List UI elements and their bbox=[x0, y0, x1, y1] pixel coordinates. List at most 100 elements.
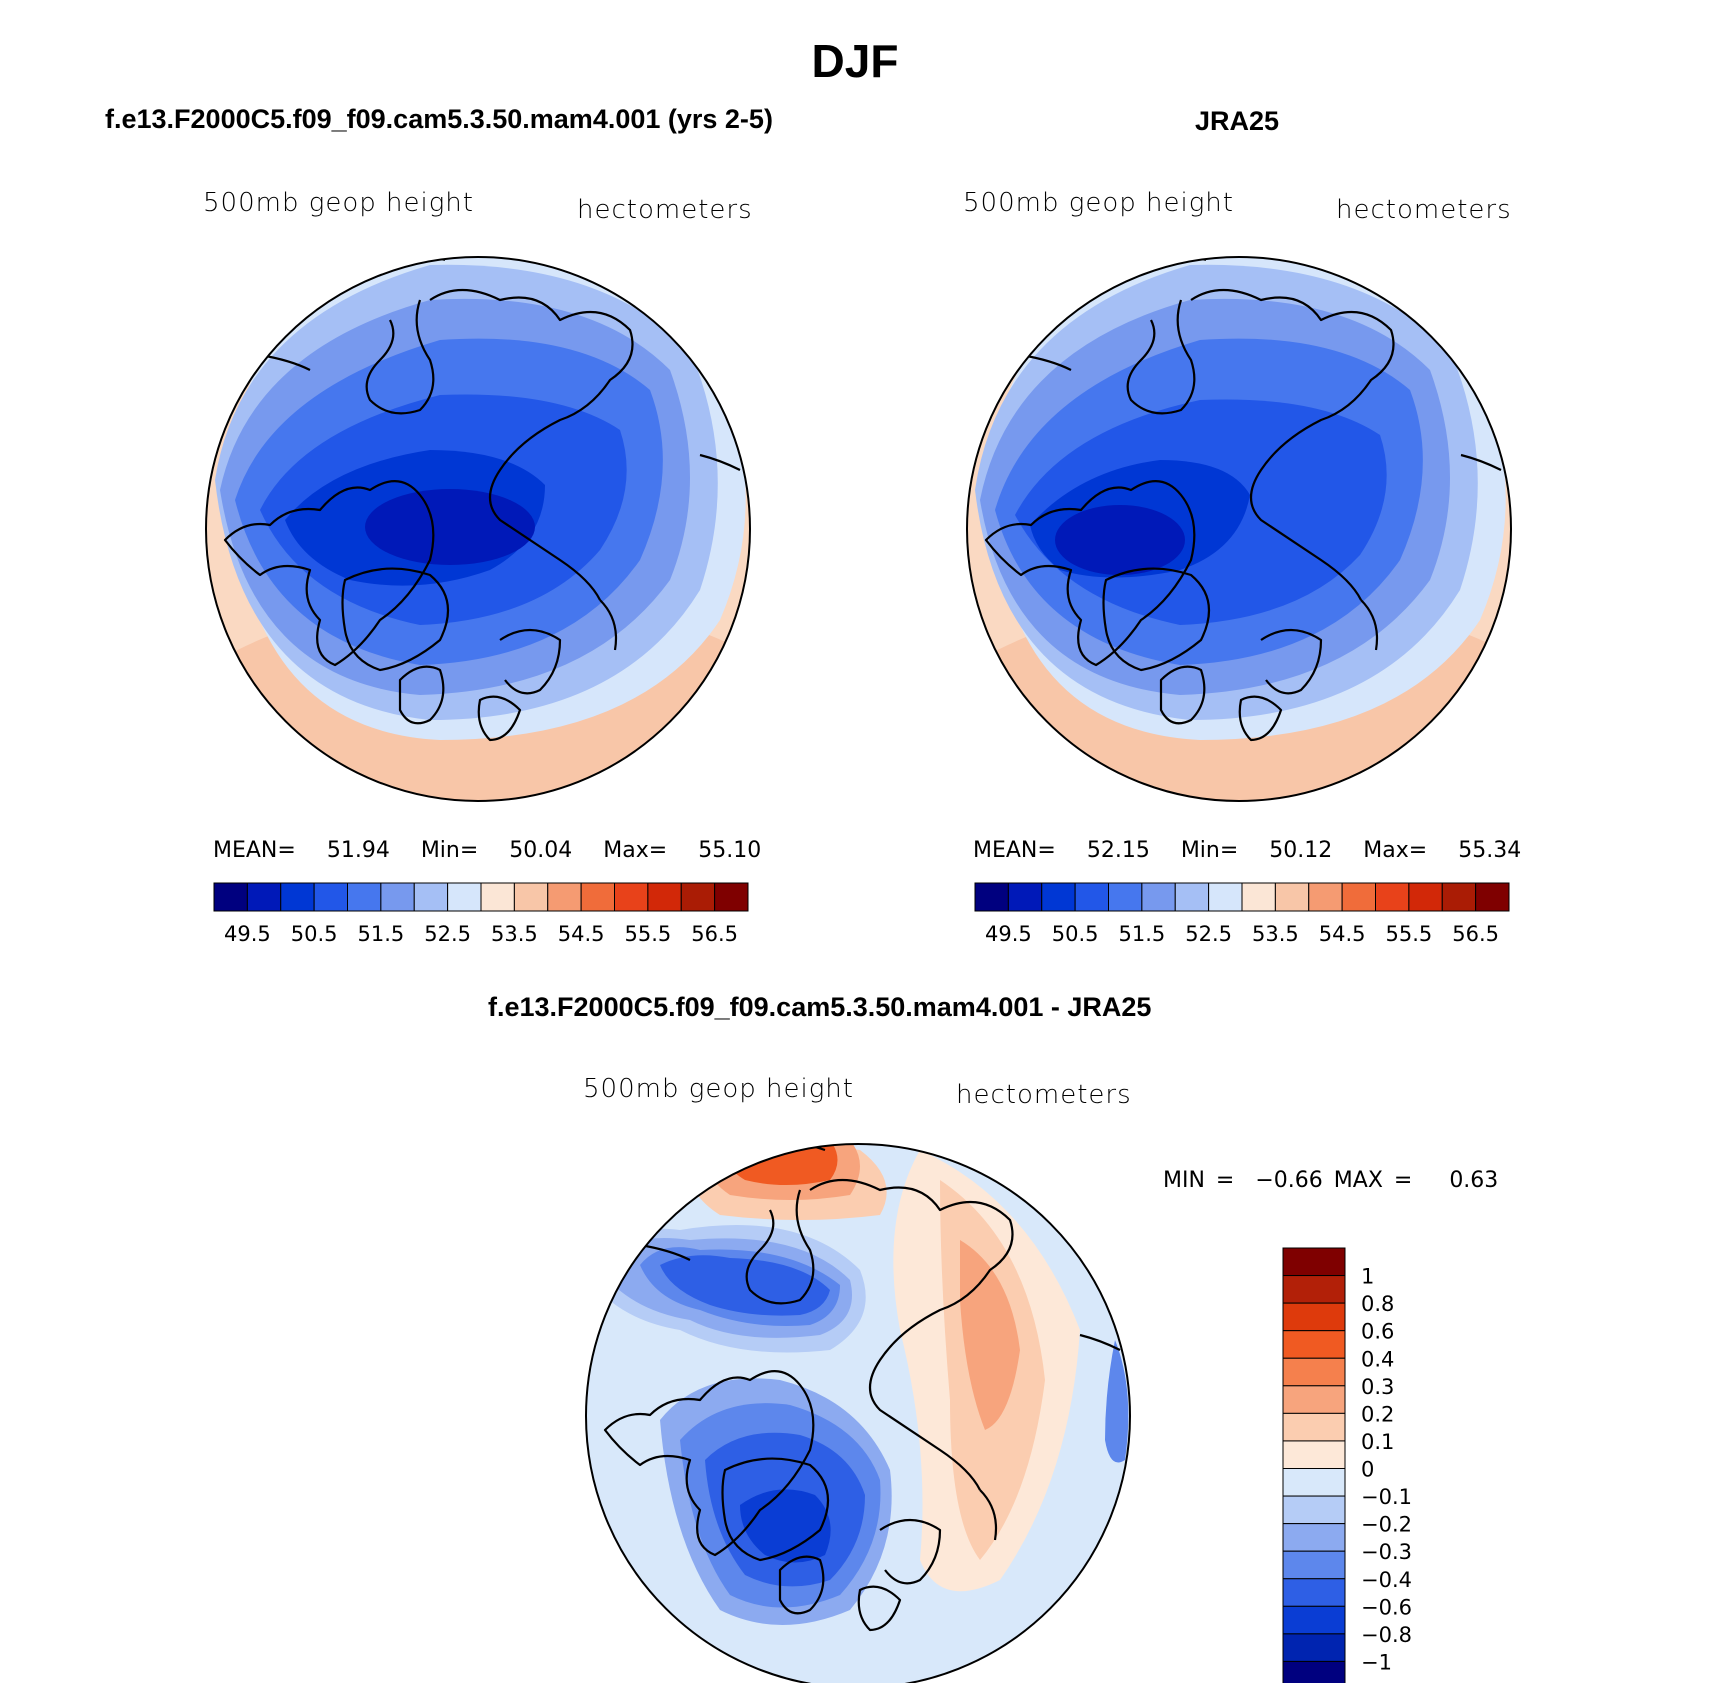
colorbar-diff-swatch bbox=[1282, 1578, 1346, 1607]
colorbar-jra25-tick-label: 54.5 bbox=[1319, 922, 1366, 946]
colorbar-model-tick-label: 53.5 bbox=[491, 922, 538, 946]
colorbar-jra25-swatch bbox=[1208, 882, 1243, 912]
colorbar-jra25-tick-label: 49.5 bbox=[985, 922, 1032, 946]
panel2-units-label: hectometers bbox=[1336, 195, 1512, 225]
figure-title: DJF bbox=[811, 35, 899, 87]
colorbar-diff-swatch bbox=[1282, 1275, 1346, 1304]
colorbar-jra25-swatch bbox=[1108, 882, 1143, 912]
colorbar-jra25-swatch bbox=[1274, 882, 1310, 912]
colorbar-diff-tick-label: −0.1 bbox=[1361, 1485, 1412, 1509]
colorbar-diff-swatch bbox=[1282, 1633, 1346, 1662]
colorbar-model-swatch bbox=[380, 882, 415, 912]
map2-field bbox=[967, 257, 1511, 801]
colorbar-model-tick-label: 55.5 bbox=[624, 922, 671, 946]
colorbar-jra25-tick-label: 50.5 bbox=[1052, 922, 1099, 946]
colorbar-diff-swatch bbox=[1282, 1385, 1346, 1414]
colorbar-jra25-swatch bbox=[1341, 882, 1376, 912]
colorbar-model-swatch bbox=[313, 882, 348, 912]
colorbar-diff-swatch bbox=[1282, 1330, 1346, 1359]
panel2-mean-label: MEAN= bbox=[973, 838, 1056, 863]
colorbar-model-swatch bbox=[447, 882, 482, 912]
colorbar-jra25-swatch bbox=[1241, 882, 1276, 912]
colorbar-diff-tick-label: 0.8 bbox=[1361, 1292, 1394, 1316]
map2-border bbox=[966, 256, 1512, 802]
diff-max-label: MAX = bbox=[1333, 1168, 1413, 1193]
colorbar-jra25-swatch bbox=[1375, 882, 1410, 912]
panel2-max-label: Max= bbox=[1363, 838, 1428, 863]
colorbar-model-swatch bbox=[547, 882, 582, 912]
colorbar-jra25-swatch bbox=[1141, 882, 1176, 912]
colorbar-jra25-swatch bbox=[1007, 882, 1043, 912]
map1-border bbox=[205, 256, 751, 802]
colorbar-model-swatch bbox=[246, 882, 282, 912]
colorbar-jra25-swatch bbox=[1308, 882, 1343, 912]
map3-coastlines bbox=[603, 1144, 1121, 1632]
colorbar-model-swatch bbox=[213, 882, 248, 912]
colorbar-model-swatch bbox=[280, 882, 315, 912]
panel1-stats: MEAN= 51.94 Min= 50.04 Max= 55.10 bbox=[213, 838, 761, 863]
colorbar-diff-tick-label: −0.8 bbox=[1361, 1623, 1412, 1647]
colorbar-model-swatch bbox=[647, 882, 682, 912]
colorbar-diff-tick-label: 0.4 bbox=[1361, 1347, 1394, 1371]
colorbar-jra25-tick-label: 51.5 bbox=[1118, 922, 1165, 946]
colorbar-diff-tick-label: 1 bbox=[1361, 1265, 1374, 1289]
colorbar-model-tick-label: 51.5 bbox=[357, 922, 404, 946]
colorbar-diff-tick-label: −1 bbox=[1361, 1650, 1392, 1674]
colorbar-diff-tick-label: 0 bbox=[1361, 1458, 1374, 1482]
map3-field bbox=[586, 1144, 1130, 1683]
colorbar-diff-tick-label: −0.4 bbox=[1361, 1568, 1412, 1592]
colorbar-model-tick-label: 56.5 bbox=[691, 922, 738, 946]
colorbar-diff-tick-label: 0.3 bbox=[1361, 1375, 1394, 1399]
panel1-min-label: Min= bbox=[420, 838, 479, 863]
colorbar-model-swatch bbox=[580, 882, 615, 912]
colorbar-diff-tick-label: 0.2 bbox=[1361, 1402, 1394, 1426]
colorbar-diff-swatch bbox=[1282, 1495, 1346, 1525]
colorbar-model-swatch bbox=[714, 882, 749, 912]
colorbar-jra25-tick-label: 55.5 bbox=[1385, 922, 1432, 946]
colorbar-diff-tick-label: −0.2 bbox=[1361, 1513, 1412, 1537]
colorbar-model-swatch bbox=[413, 882, 449, 912]
colorbar-diff-swatch bbox=[1282, 1605, 1346, 1635]
panel1-max-label: Max= bbox=[603, 838, 668, 863]
colorbar-diff: 1 0.8 0.6 0.4 0.3 0.2 0.1 0 −0.1 −0.2 −0.3 −0.4 −0.6… bbox=[1282, 1247, 1412, 1683]
colorbar-jra25-swatch bbox=[1441, 882, 1477, 912]
colorbar-jra25-swatch bbox=[1041, 882, 1076, 912]
panel1-mean-label: MEAN= bbox=[213, 838, 296, 863]
colorbar-jra25-tick-label: 52.5 bbox=[1185, 922, 1232, 946]
panel1-max-value: 55.10 bbox=[698, 838, 762, 863]
panel2-max-value: 55.34 bbox=[1458, 838, 1522, 863]
colorbar-model-tick-label: 54.5 bbox=[558, 922, 605, 946]
panel1-units-label: hectometers bbox=[577, 195, 753, 225]
colorbar-diff-tick-label: 0.6 bbox=[1361, 1320, 1394, 1344]
diff-units-label: hectometers bbox=[956, 1080, 1132, 1110]
panel2-mean-value: 52.15 bbox=[1086, 838, 1150, 863]
colorbar-model-swatch bbox=[347, 882, 382, 912]
colorbar-diff-swatch bbox=[1282, 1440, 1346, 1469]
colorbar-diff-swatch bbox=[1282, 1247, 1346, 1277]
colorbar-jra25-tick-label: 53.5 bbox=[1252, 922, 1299, 946]
colorbar-model-tick-label: 50.5 bbox=[291, 922, 338, 946]
diff-variable-label: 500mb geop height bbox=[583, 1074, 854, 1104]
diff-min-value: −0.66 bbox=[1255, 1168, 1323, 1193]
panel1-title: f.e13.F2000C5.f09_f09.cam5.3.50.mam4.001… bbox=[105, 104, 773, 134]
colorbar-diff-tick-label: −0.3 bbox=[1361, 1540, 1412, 1564]
colorbar-jra25-swatch bbox=[1074, 882, 1109, 912]
colorbar-diff-swatch bbox=[1282, 1468, 1346, 1497]
colorbar-diff-swatch bbox=[1282, 1523, 1346, 1552]
colorbar-diff-tick-label: 0.1 bbox=[1361, 1430, 1394, 1454]
panel1-variable-label: 500mb geop height bbox=[203, 188, 474, 218]
map2-coastlines bbox=[984, 257, 1502, 742]
colorbar-model-swatch bbox=[513, 882, 549, 912]
colorbar-model: 49.5 50.5 51.5 52.5 53.5 54.5 55.5 56.5 bbox=[213, 882, 749, 946]
colorbar-model-tick-label: 52.5 bbox=[424, 922, 471, 946]
colorbar-jra25-swatch bbox=[974, 882, 1009, 912]
panel1-min-value: 50.04 bbox=[509, 838, 573, 863]
colorbar-diff-swatch bbox=[1282, 1302, 1346, 1332]
diff-stats: MIN = −0.66 MAX = 0.63 bbox=[1163, 1168, 1498, 1193]
panel2-min-value: 50.12 bbox=[1269, 838, 1333, 863]
panel2-stats: MEAN= 52.15 Min= 50.12 Max= 55.34 bbox=[973, 838, 1521, 863]
colorbar-jra25-tick-label: 56.5 bbox=[1452, 922, 1499, 946]
panel2-variable-label: 500mb geop height bbox=[963, 188, 1234, 218]
colorbar-diff-swatch bbox=[1282, 1660, 1346, 1683]
colorbar-diff-swatch bbox=[1282, 1357, 1346, 1387]
